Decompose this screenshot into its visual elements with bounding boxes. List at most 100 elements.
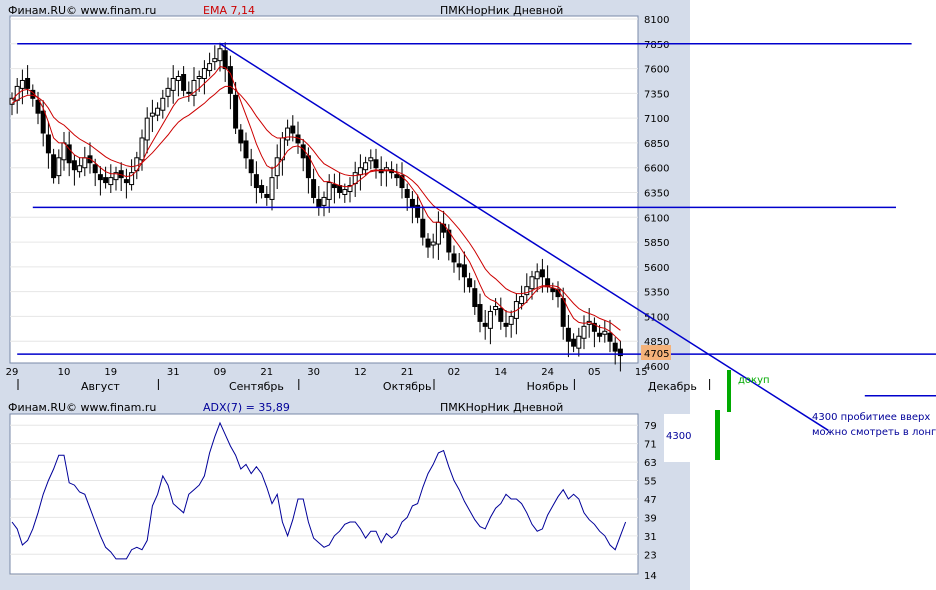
candle-body [259, 185, 265, 193]
candle-body [524, 286, 530, 296]
adx-y-tick-label: 79 [644, 421, 657, 432]
price-y-tick-label: 7600 [644, 65, 669, 76]
candle-body [290, 125, 296, 134]
price-x-tick-label: 30 [307, 367, 320, 378]
candle-body [508, 315, 514, 325]
price-x-tick-label: 24 [541, 367, 554, 378]
candle-body [550, 288, 556, 293]
month-label: Сентябрь [229, 380, 284, 393]
candle-body [607, 332, 613, 342]
price-y-tick-label: 6100 [644, 213, 669, 224]
candle-body [519, 296, 525, 305]
candle-body [357, 167, 363, 176]
note-line-2: можно смотреть в лонг [812, 427, 936, 438]
candle-body [560, 298, 566, 327]
candle-body [103, 177, 109, 184]
price-y-tick-label: 6850 [644, 139, 669, 150]
adx-y-tick-label: 14 [644, 571, 657, 582]
candle-body [326, 182, 332, 200]
candle-body [45, 134, 51, 154]
candle-body [399, 175, 405, 189]
price-x-tick-label: 02 [448, 367, 461, 378]
candle-body [477, 304, 483, 322]
price-y-tick-label: 6600 [644, 164, 669, 175]
docup-marker [727, 370, 731, 412]
adx-y-tick-label: 55 [644, 477, 657, 488]
candle-body [253, 174, 259, 189]
candle-body [56, 157, 62, 177]
candle-body [539, 269, 545, 278]
candle-body [19, 79, 25, 89]
ema-slow-line [11, 85, 621, 331]
candle-body [217, 48, 223, 62]
adx-y-axis: 79 71 63 55 47 39 31 23 14 [644, 421, 657, 582]
candle-body [602, 330, 608, 335]
candle-body [77, 165, 83, 173]
candle-body [571, 338, 577, 347]
candle-body [591, 322, 597, 332]
candle-body [61, 142, 67, 161]
candle-body [9, 97, 15, 105]
candle-body [482, 322, 488, 327]
month-label: Ноябрь [527, 380, 569, 393]
candle-body [456, 263, 462, 268]
candle-body [129, 172, 135, 186]
candle-body [35, 99, 41, 114]
adx-ticker-label: ПМКНорНик Дневной [440, 401, 563, 414]
candle-body [82, 157, 88, 169]
candle-body [212, 58, 218, 63]
candle-body [503, 322, 509, 327]
candle-body [565, 327, 571, 342]
candle-body [238, 129, 244, 144]
ema-fast-line [11, 66, 621, 342]
candle-body [191, 79, 197, 96]
price-x-tick-label: 12 [354, 367, 367, 378]
candle-body [316, 198, 322, 208]
candle-body [165, 87, 171, 97]
candle-body [175, 76, 181, 81]
candle-body [196, 76, 202, 79]
candle-body [227, 66, 233, 94]
candle-body [155, 107, 161, 116]
adx-y-tick-label: 63 [644, 458, 657, 469]
candle-body [337, 185, 343, 193]
price-x-tick-label: 19 [104, 367, 117, 378]
candle-body [461, 264, 467, 278]
candle-body [66, 144, 72, 164]
adx-plot-area [9, 413, 639, 575]
price-y-tick-label: 4850 [644, 337, 669, 348]
entry-marker [715, 410, 720, 460]
candle-body [321, 196, 327, 206]
month-label: Октябрь [383, 380, 432, 393]
candle-body [576, 335, 582, 349]
candle-body [373, 159, 379, 169]
candle-body [160, 97, 166, 111]
month-label: Декабрь [648, 380, 697, 393]
candle-body [368, 157, 374, 162]
candle-body [487, 310, 493, 329]
candle-body [446, 229, 452, 253]
docup-label: докуп [738, 375, 770, 386]
candle-body [25, 77, 31, 89]
candle-body [233, 94, 239, 129]
candle-body [617, 348, 623, 357]
candle-body [415, 204, 421, 218]
candle-body [243, 140, 249, 159]
month-label: Август [81, 380, 120, 393]
candle-body [201, 68, 207, 79]
level-label-box [664, 414, 690, 462]
candle-body [363, 162, 369, 171]
candle-body [451, 253, 457, 263]
candle-body [420, 218, 426, 238]
adx-y-tick-label: 47 [644, 495, 657, 506]
price-y-tick-label: 8100 [644, 15, 669, 26]
candle-body [529, 276, 535, 290]
price-y-tick-label: 4600 [644, 362, 669, 373]
candle-body [269, 177, 275, 200]
price-x-tick-label: 21 [401, 367, 414, 378]
adx-y-tick-label: 39 [644, 513, 657, 524]
candle-body [170, 77, 176, 91]
note-line-1: 4300 пробитиее вверх [812, 412, 930, 423]
adx-y-tick-label: 23 [644, 550, 657, 561]
